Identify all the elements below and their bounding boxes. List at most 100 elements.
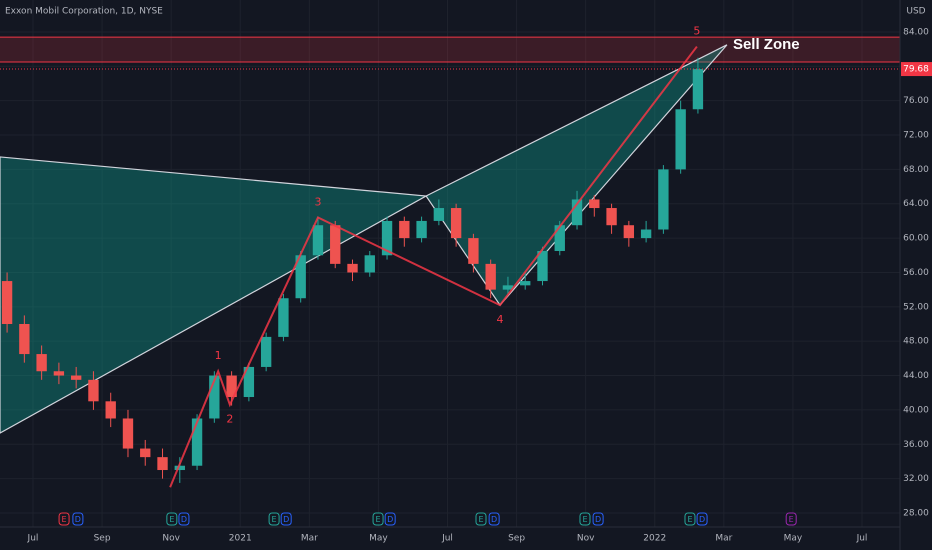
candle-body (226, 375, 237, 398)
candle-body (537, 250, 548, 282)
event-icon (785, 512, 797, 526)
candle-body (157, 457, 168, 471)
x-tick-label: Sep (508, 534, 525, 544)
y-tick-label: 52.00 (903, 302, 929, 312)
wave-label: 1 (215, 349, 222, 362)
candle-body (36, 354, 47, 372)
candle-body (53, 371, 65, 376)
y-tick-label: 32.00 (903, 474, 929, 484)
candle-body (450, 208, 462, 239)
event-label: E (582, 515, 587, 524)
wave-line (169, 45, 698, 488)
chart-title: Exxon Mobil Corporation, 1D, NYSE (5, 7, 163, 17)
wave-label: 5 (693, 25, 700, 38)
candle-body (295, 255, 306, 299)
candle-body (209, 375, 220, 419)
candle-body (433, 208, 445, 221)
candle-body (312, 225, 324, 256)
event-label: E (478, 515, 483, 524)
price-axis (900, 0, 932, 550)
event-label: D (491, 515, 497, 524)
y-tick-label: 68.00 (903, 165, 929, 175)
y-tick-label: 48.00 (903, 337, 929, 347)
last-price-label: 79.68 (903, 65, 929, 75)
x-tick-label: Jul (856, 534, 868, 544)
candle-body (623, 225, 635, 239)
x-tick-label: Mar (301, 534, 318, 544)
x-tick-label: Mar (715, 534, 732, 544)
candle-body (278, 298, 289, 337)
x-tick-label: May (784, 534, 803, 544)
wave-label: 2 (226, 413, 233, 426)
candle-body (468, 238, 479, 264)
event-icon (372, 512, 384, 526)
event-icon (696, 512, 708, 526)
candle-body (675, 109, 686, 170)
event-icon (384, 512, 396, 526)
wave-label: 3 (314, 195, 321, 208)
candle-body (640, 229, 652, 239)
candle-body (19, 324, 30, 355)
candle-body (70, 375, 82, 380)
candle-body (347, 263, 358, 273)
event-icon (280, 512, 292, 526)
candle-body (243, 366, 255, 398)
event-label: D (595, 515, 601, 524)
candle-body (330, 225, 341, 264)
event-icon (488, 512, 500, 526)
x-tick-label: Nov (162, 534, 180, 544)
candle-body (105, 401, 116, 419)
event-icon (592, 512, 604, 526)
event-icon (684, 512, 696, 526)
candle-body (554, 225, 565, 251)
candle-body (260, 336, 272, 367)
event-label: E (62, 515, 67, 524)
y-tick-label: 76.00 (903, 96, 929, 106)
event-icon (475, 512, 487, 526)
event-icon (166, 512, 178, 526)
y-tick-label: 56.00 (903, 268, 929, 278)
x-tick-label: Nov (577, 534, 595, 544)
event-icon (72, 512, 84, 526)
event-label: D (75, 515, 81, 524)
y-tick-label: 64.00 (903, 199, 929, 209)
candle-body (364, 255, 375, 273)
y-tick-label: 60.00 (903, 234, 929, 244)
event-label: E (789, 515, 794, 524)
last-price-tag (901, 62, 932, 77)
event-label: D (699, 515, 705, 524)
event-icon (579, 512, 591, 526)
candle-body (485, 263, 496, 290)
candle-body (140, 448, 151, 458)
candle-body (589, 199, 600, 209)
event-label: E (169, 515, 174, 524)
candle-body (606, 208, 617, 226)
x-tick-label: Sep (94, 534, 111, 544)
event-label: D (283, 515, 289, 524)
event-icon (58, 512, 70, 526)
candle-body (399, 220, 410, 239)
candle-body (381, 220, 393, 256)
candle-body (88, 379, 99, 402)
y-tick-label: 44.00 (903, 371, 929, 381)
candle-body (1, 281, 13, 325)
event-icon (268, 512, 280, 526)
candle-body (520, 281, 531, 286)
candle-body (692, 69, 704, 110)
candle-body (191, 418, 203, 466)
candle-body (122, 418, 134, 449)
event-label: D (181, 515, 187, 524)
axes: 28.00 32.00 36.00 40.00 44.00 48.00 52.00 56.00… (27, 27, 932, 544)
y-tick-label: 40.00 (903, 405, 929, 415)
x-tick-label: Jul (441, 534, 453, 544)
x-tick-label: 2021 (229, 534, 252, 544)
event-label: E (687, 515, 692, 524)
event-icon (178, 512, 190, 526)
candle-body (658, 169, 669, 230)
x-tick-label: Jul (27, 534, 39, 544)
pattern-triangle (425, 44, 728, 307)
